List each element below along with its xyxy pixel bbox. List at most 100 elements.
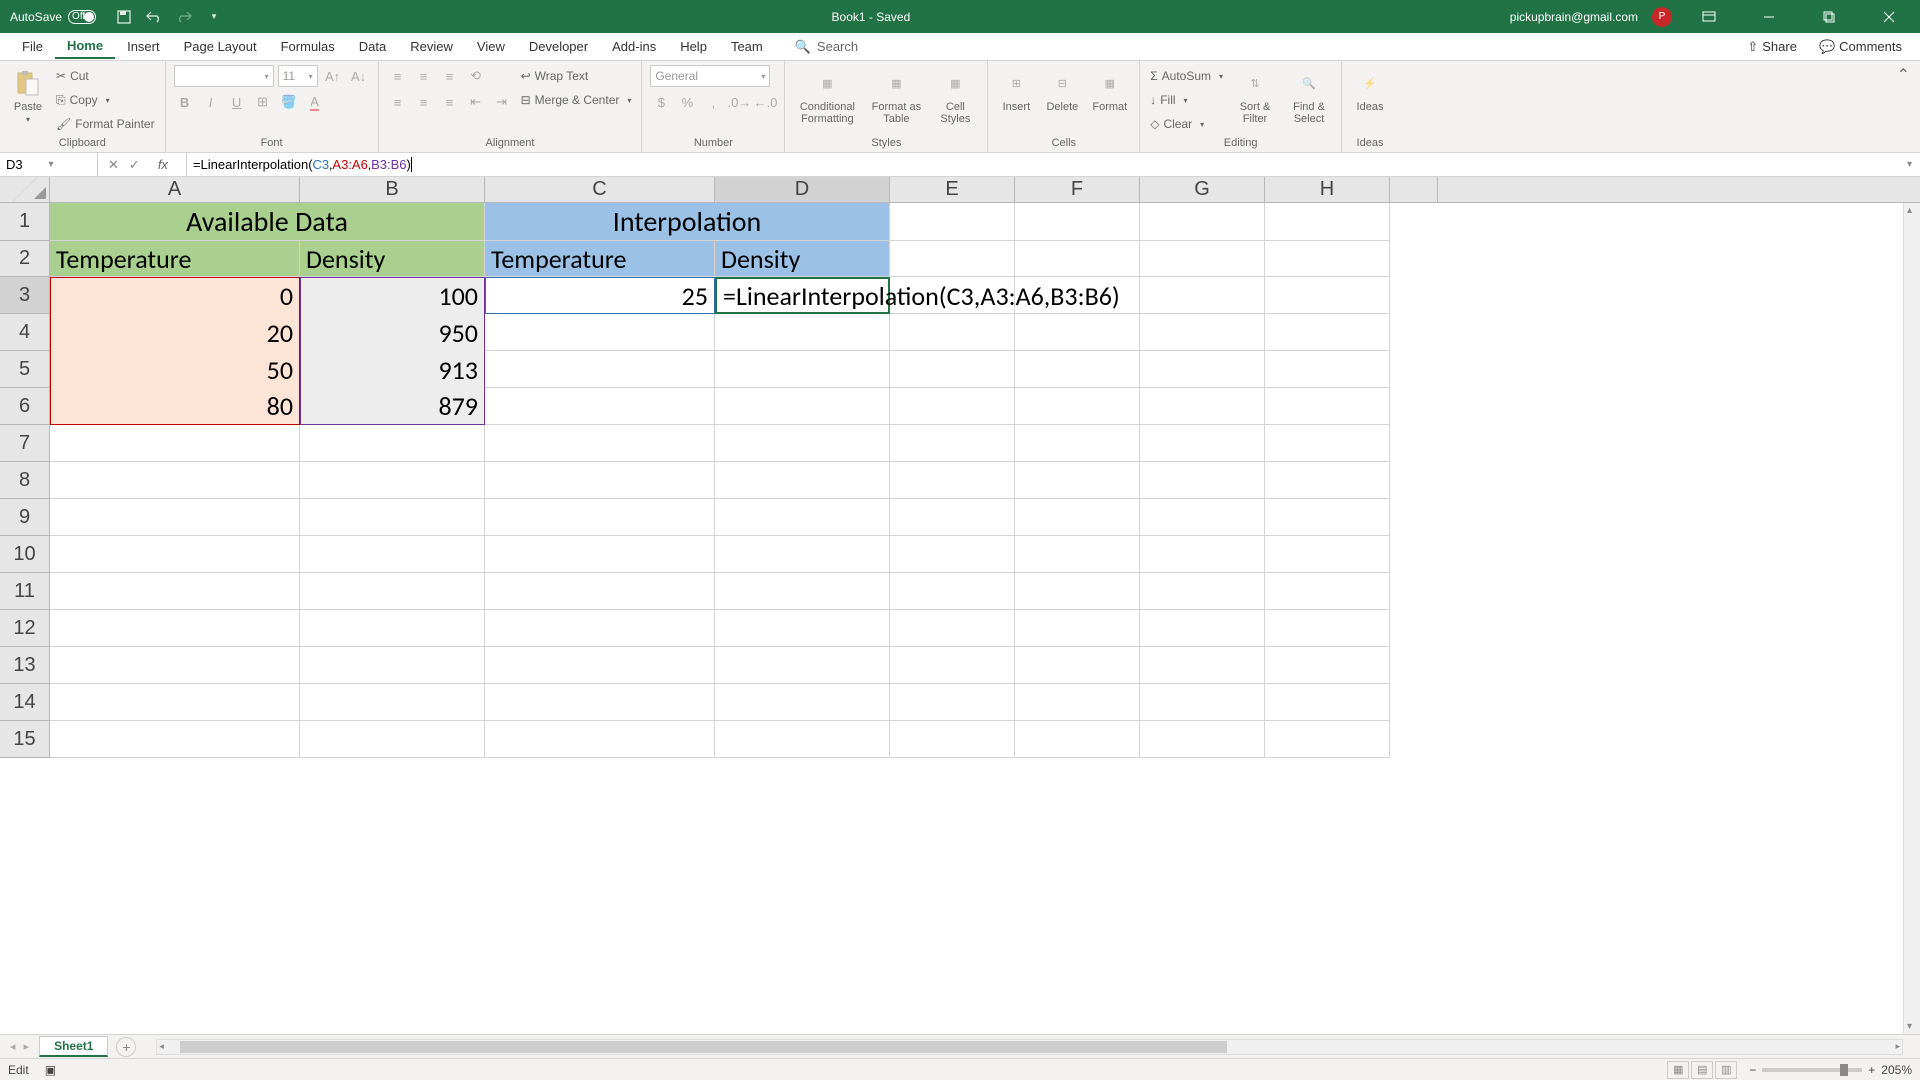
format-table-button[interactable]: ▦Format as Table [867,65,925,127]
save-icon[interactable] [116,9,132,25]
cell-H15[interactable] [1265,721,1390,758]
cell-G15[interactable] [1140,721,1265,758]
cell-F8[interactable] [1015,462,1140,499]
cell-F12[interactable] [1015,610,1140,647]
fill-button[interactable]: ↓Fill▾ [1148,89,1225,111]
minimize-icon[interactable] [1746,0,1792,33]
cell-H12[interactable] [1265,610,1390,647]
cell-E15[interactable] [890,721,1015,758]
tab-review[interactable]: Review [398,35,465,58]
cell-H5[interactable] [1265,351,1390,388]
zoom-in-icon[interactable]: + [1868,1063,1875,1077]
font-color-icon[interactable]: A [304,91,326,113]
format-painter-button[interactable]: 🖌Format Painter [54,113,157,135]
row-header-8[interactable]: 8 [0,462,50,499]
cell-F9[interactable] [1015,499,1140,536]
cell-G10[interactable] [1140,536,1265,573]
cell-E14[interactable] [890,684,1015,721]
cell-B13[interactable] [300,647,485,684]
cell-C6[interactable] [485,388,715,425]
cell-A13[interactable] [50,647,300,684]
cell-H14[interactable] [1265,684,1390,721]
cell-A3[interactable]: 0 [50,277,300,314]
autosave-toggle[interactable]: AutoSave Off [0,10,106,24]
comments-button[interactable]: 💬Comments [1813,37,1908,57]
cell-D5[interactable] [715,351,890,388]
cell-B14[interactable] [300,684,485,721]
toggle-switch[interactable]: Off [68,10,96,24]
cell-C1[interactable]: Interpolation [485,203,890,241]
align-middle-icon[interactable]: ≡ [413,65,435,87]
cell-C5[interactable] [485,351,715,388]
number-format-combo[interactable]: General▾ [650,65,770,87]
cell-G1[interactable] [1140,203,1265,241]
row-header-9[interactable]: 9 [0,499,50,536]
new-sheet-button[interactable]: + [116,1037,136,1057]
wrap-text-button[interactable]: ↩Wrap Text [519,65,634,87]
col-header-F[interactable]: F [1015,177,1140,202]
cell-A1[interactable]: Available Data [50,203,485,241]
cell-F1[interactable] [1015,203,1140,241]
border-icon[interactable]: ⊞ [252,91,274,113]
cell-A6[interactable]: 80 [50,388,300,425]
cell-G6[interactable] [1140,388,1265,425]
cell-styles-button[interactable]: ▦Cell Styles [931,65,979,127]
cell-C12[interactable] [485,610,715,647]
cell-B15[interactable] [300,721,485,758]
user-avatar[interactable]: P [1652,7,1672,27]
cell-H4[interactable] [1265,314,1390,351]
cell-C13[interactable] [485,647,715,684]
cell-B4[interactable]: 950 [300,314,485,351]
row-header-3[interactable]: 3 [0,277,50,314]
cell-A8[interactable] [50,462,300,499]
undo-icon[interactable] [146,9,162,25]
row-header-13[interactable]: 13 [0,647,50,684]
cell-D8[interactable] [715,462,890,499]
cell-G2[interactable] [1140,241,1265,277]
normal-view-icon[interactable]: ▦ [1667,1061,1689,1079]
cell-G11[interactable] [1140,573,1265,610]
cell-A4[interactable]: 20 [50,314,300,351]
share-button[interactable]: ⇧Share [1741,37,1803,57]
find-select-button[interactable]: 🔍Find & Select [1285,65,1333,127]
cell-E6[interactable] [890,388,1015,425]
cell-G5[interactable] [1140,351,1265,388]
cell-D15[interactable] [715,721,890,758]
col-header-A[interactable]: A [50,177,300,202]
cell-D14[interactable] [715,684,890,721]
cell-B10[interactable] [300,536,485,573]
insert-cells-button[interactable]: ⊞Insert [996,65,1036,115]
cell-G9[interactable] [1140,499,1265,536]
conditional-formatting-button[interactable]: ▦Conditional Formatting [793,65,861,127]
cell-C15[interactable] [485,721,715,758]
cell-D4[interactable] [715,314,890,351]
row-header-4[interactable]: 4 [0,314,50,351]
cut-button[interactable]: ✂Cut [54,65,157,87]
cell-C2[interactable]: Temperature [485,241,715,277]
expand-formula-icon[interactable]: ▾ [1899,159,1920,170]
name-box[interactable]: D3▾ [0,153,98,176]
vertical-scrollbar[interactable] [1903,203,1920,1034]
col-header-G[interactable]: G [1140,177,1265,202]
select-all-corner[interactable] [0,177,50,202]
cell-B7[interactable] [300,425,485,462]
cell-C14[interactable] [485,684,715,721]
col-header-C[interactable]: C [485,177,715,202]
decrease-indent-icon[interactable]: ⇤ [465,91,487,113]
cell-D9[interactable] [715,499,890,536]
cell-F10[interactable] [1015,536,1140,573]
cell-B3[interactable]: 100 [300,277,485,314]
cell-H6[interactable] [1265,388,1390,425]
cell-E11[interactable] [890,573,1015,610]
cell-F4[interactable] [1015,314,1140,351]
cell-F5[interactable] [1015,351,1140,388]
row-header-2[interactable]: 2 [0,241,50,277]
cell-A15[interactable] [50,721,300,758]
col-header-H[interactable]: H [1265,177,1390,202]
cell-H13[interactable] [1265,647,1390,684]
cell-E10[interactable] [890,536,1015,573]
cell-B9[interactable] [300,499,485,536]
underline-icon[interactable]: U [226,91,248,113]
cell-D6[interactable] [715,388,890,425]
cell-B5[interactable]: 913 [300,351,485,388]
